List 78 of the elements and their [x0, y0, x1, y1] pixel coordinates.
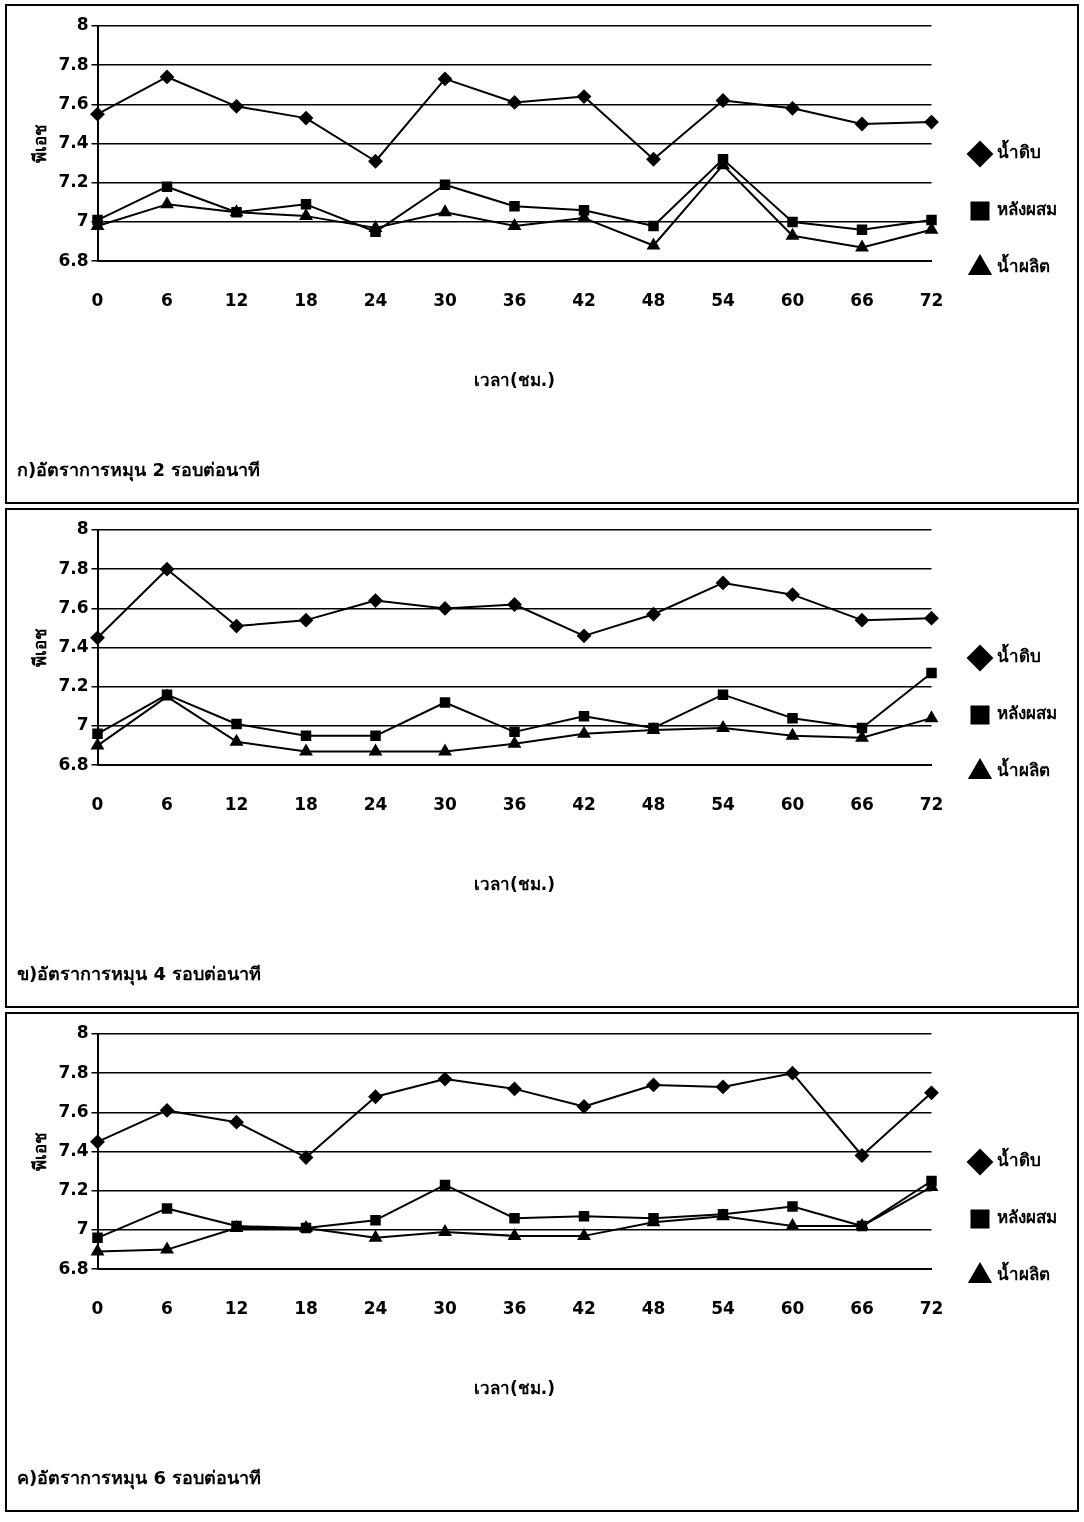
x-tick-label: 72 [919, 1297, 944, 1318]
x-tick-label: 12 [224, 1297, 249, 1318]
x-tick-label: 18 [294, 1297, 318, 1318]
x-tick-label: 54 [711, 793, 735, 814]
legend-label: น้ำดิบ [997, 643, 1041, 667]
x-tick-label: 12 [224, 289, 249, 310]
legend-label: น้ำดิบ [997, 1147, 1041, 1171]
x-tick-label: 30 [433, 793, 457, 814]
x-tick-label: 30 [433, 1297, 457, 1318]
x-tick-label: 24 [363, 289, 388, 310]
x-tick-label: 42 [572, 1297, 596, 1318]
x-tick-label: 0 [91, 1297, 104, 1318]
x-tick-label: 48 [641, 1297, 666, 1318]
x-tick-label: 60 [780, 793, 805, 814]
x-axis-title: เวลา(ชม.) [474, 370, 556, 391]
y-tick-label: 7.6 [58, 92, 89, 113]
x-tick-label: 42 [572, 289, 596, 310]
y-tick-label: 6.8 [58, 249, 89, 270]
x-tick-label: 54 [711, 1297, 735, 1318]
legend-label: น้ำผลิต [997, 757, 1050, 781]
y-axis-title: พีเอช [29, 628, 50, 668]
x-tick-label: 0 [91, 289, 104, 310]
x-tick-label: 60 [780, 1297, 805, 1318]
x-tick-label: 60 [780, 289, 805, 310]
legend-label: น้ำดิบ [997, 139, 1041, 163]
x-tick-label: 48 [641, 793, 666, 814]
x-tick-label: 36 [502, 1297, 527, 1318]
y-tick-label: 7.6 [58, 1100, 89, 1121]
y-tick-label: 7 [76, 1218, 89, 1239]
y-axis-title: พีเอช [29, 1132, 50, 1172]
y-axis-title: พีเอช [29, 124, 50, 164]
x-tick-label: 6 [161, 1297, 173, 1318]
x-tick-label: 48 [641, 289, 666, 310]
x-tick-label: 54 [711, 289, 735, 310]
y-tick-label: 7.2 [58, 1179, 89, 1200]
legend-label: น้ำผลิต [997, 253, 1050, 277]
x-tick-label: 36 [502, 793, 527, 814]
y-tick-label: 7.4 [58, 1140, 89, 1161]
x-tick-label: 12 [224, 793, 249, 814]
y-tick-label: 7.8 [58, 557, 89, 578]
y-tick-label: 8 [76, 14, 89, 35]
y-tick-label: 8 [76, 518, 89, 539]
y-tick-label: 7.8 [58, 1061, 89, 1082]
x-tick-label: 30 [433, 289, 457, 310]
y-tick-label: 7.4 [58, 636, 89, 657]
y-tick-label: 7.2 [58, 171, 89, 192]
x-tick-label: 66 [850, 289, 874, 310]
x-tick-label: 24 [363, 1297, 388, 1318]
x-tick-label: 0 [91, 793, 104, 814]
text: ข)อัตราการหมุน 4 รอบต่อนาที [17, 962, 262, 988]
x-tick-label: 36 [502, 289, 527, 310]
y-tick-label: 6.8 [58, 753, 89, 774]
y-tick-label: 7.2 [58, 675, 89, 696]
legend-label: หลังผสม [997, 1207, 1057, 1228]
y-tick-label: 8 [76, 1022, 89, 1043]
x-tick-label: 72 [919, 793, 944, 814]
y-tick-label: 7.4 [58, 132, 89, 153]
x-tick-label: 6 [161, 793, 173, 814]
x-tick-label: 18 [294, 289, 318, 310]
x-tick-label: 6 [161, 289, 173, 310]
x-tick-label: 72 [919, 289, 944, 310]
x-tick-label: 24 [363, 793, 388, 814]
legend-label: หลังผสม [997, 199, 1057, 220]
text: ก)อัตราการหมุน 2 รอบต่อนาที [17, 458, 261, 484]
y-tick-label: 7 [76, 714, 89, 735]
x-tick-label: 66 [850, 1297, 874, 1318]
x-tick-label: 42 [572, 793, 596, 814]
x-axis-title: เวลา(ชม.) [474, 1378, 556, 1399]
text: ค)อัตราการหมุน 6 รอบต่อนาที [17, 1466, 262, 1492]
x-tick-label: 18 [294, 793, 318, 814]
x-axis-title: เวลา(ชม.) [474, 874, 556, 895]
y-tick-label: 7 [76, 210, 89, 231]
y-tick-label: 7.8 [58, 53, 89, 74]
legend-label: น้ำผลิต [997, 1261, 1050, 1285]
y-tick-label: 7.6 [58, 596, 89, 617]
y-tick-label: 6.8 [58, 1257, 89, 1278]
legend-label: หลังผสม [997, 703, 1057, 724]
x-tick-label: 66 [850, 793, 874, 814]
